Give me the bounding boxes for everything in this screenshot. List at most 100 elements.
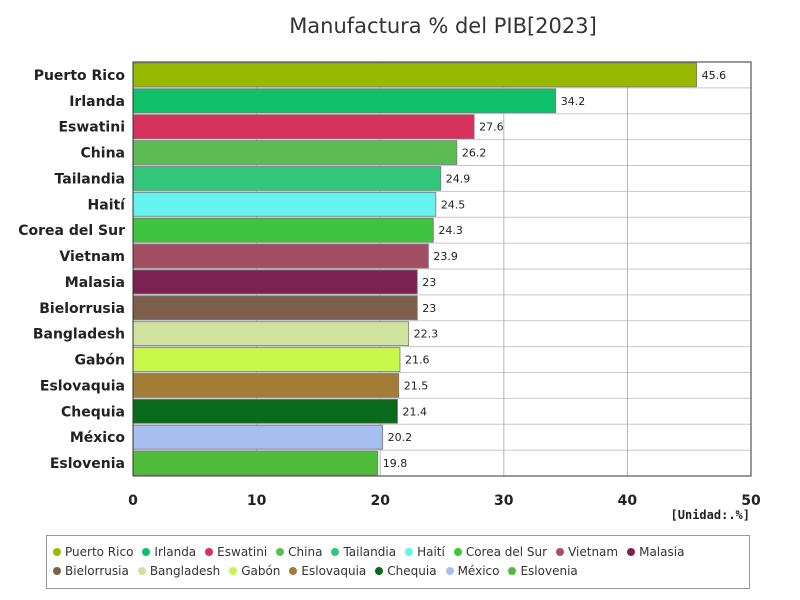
legend-swatch bbox=[142, 547, 151, 556]
legend-label: Irlanda bbox=[154, 544, 197, 559]
category-label: Eslovaquia bbox=[40, 378, 125, 394]
value-label: 20.2 bbox=[388, 431, 413, 444]
bar bbox=[132, 347, 401, 372]
value-label: 34.2 bbox=[561, 95, 586, 108]
x-tick-label: 50 bbox=[741, 493, 761, 509]
category-label: Eslovenia bbox=[50, 456, 125, 472]
legend-label: China bbox=[288, 544, 323, 559]
legend-item: Vietnam bbox=[556, 542, 618, 561]
value-label: 23 bbox=[422, 276, 436, 289]
bar bbox=[132, 373, 400, 398]
legend-label: Eslovaquia bbox=[301, 563, 367, 578]
value-label: 24.3 bbox=[438, 224, 463, 237]
legend-swatch bbox=[289, 566, 298, 575]
legend-item: Eslovaquia bbox=[289, 561, 366, 580]
legend-swatch bbox=[276, 547, 285, 556]
category-label: México bbox=[70, 430, 126, 446]
bar bbox=[132, 450, 379, 476]
category-label: Bielorrusia bbox=[39, 301, 125, 317]
legend-label: Vietnam bbox=[568, 544, 619, 559]
legend-swatch bbox=[445, 566, 454, 575]
value-label: 22.3 bbox=[414, 328, 439, 341]
legend-label: México bbox=[457, 563, 500, 578]
legend-label: Haití bbox=[417, 544, 445, 559]
legend-item: Irlanda bbox=[142, 542, 196, 561]
value-label: 27.6 bbox=[479, 121, 504, 134]
legend-label: Bielorrusia bbox=[65, 563, 129, 578]
legend-item: Corea del Sur bbox=[453, 542, 548, 561]
chart-title: Manufactura % del PIB[2023] bbox=[289, 14, 597, 38]
legend-item: Gabón bbox=[229, 561, 280, 580]
x-tick-label: 0 bbox=[128, 493, 138, 509]
legend-label: Tailandia bbox=[343, 544, 397, 559]
value-label: 19.8 bbox=[383, 457, 408, 470]
legend-item: Chequia bbox=[375, 561, 437, 580]
category-label: Corea del Sur bbox=[18, 223, 125, 239]
x-tick-label: 20 bbox=[370, 493, 390, 509]
value-label: 21.6 bbox=[405, 354, 430, 367]
legend-item: China bbox=[276, 542, 322, 561]
bar bbox=[132, 62, 698, 88]
legend-label: Bangladesh bbox=[149, 563, 221, 578]
value-label: 26.2 bbox=[462, 147, 487, 160]
bar bbox=[132, 217, 434, 243]
bar bbox=[132, 140, 458, 165]
legend-item: Bielorrusia bbox=[53, 561, 129, 580]
category-label: Puerto Rico bbox=[34, 68, 126, 84]
legend-item: Tailandia bbox=[331, 542, 396, 561]
legend-swatch bbox=[375, 566, 384, 575]
legend-label: Eswatini bbox=[217, 544, 268, 559]
legend-item: Eswatini bbox=[205, 542, 267, 561]
legend-label: Eslovenia bbox=[520, 563, 578, 578]
legend-swatch bbox=[556, 547, 565, 556]
category-label: Bangladesh bbox=[33, 327, 125, 343]
legend: Puerto Rico Irlanda Eswatini China Tailandia… bbox=[46, 535, 750, 589]
category-label: Tailandia bbox=[55, 171, 125, 187]
legend-swatch bbox=[137, 566, 146, 575]
category-label: Gabón bbox=[74, 353, 125, 369]
unit-label: [Unidad:.%] bbox=[670, 508, 750, 522]
category-label: China bbox=[81, 146, 125, 162]
bar bbox=[132, 88, 557, 114]
legend-item: Haití bbox=[405, 542, 445, 561]
plot-border bbox=[132, 61, 752, 477]
legend-swatch bbox=[205, 547, 214, 556]
legend-swatch bbox=[229, 566, 238, 575]
bar bbox=[132, 398, 398, 424]
value-label: 24.5 bbox=[441, 198, 466, 211]
legend-label: Corea del Sur bbox=[465, 544, 548, 559]
x-tick-label: 40 bbox=[618, 493, 638, 509]
legend-swatch bbox=[331, 547, 340, 556]
legend-label: Malasia bbox=[639, 544, 685, 559]
legend-item: Puerto Rico bbox=[53, 542, 133, 561]
legend-item: Eslovenia bbox=[508, 561, 578, 580]
x-tick-label: 10 bbox=[247, 493, 267, 509]
value-label: 21.5 bbox=[404, 379, 429, 392]
bar bbox=[132, 424, 384, 450]
value-label: 23.9 bbox=[433, 250, 458, 263]
bar bbox=[132, 269, 418, 295]
legend-label: Chequia bbox=[387, 563, 437, 578]
legend-item: Malasia bbox=[627, 542, 684, 561]
legend-swatch bbox=[508, 566, 517, 575]
legend-item: Bangladesh bbox=[137, 561, 221, 580]
legend-item: México bbox=[445, 561, 500, 580]
category-label: Chequia bbox=[61, 404, 125, 420]
value-label: 21.4 bbox=[403, 405, 428, 418]
bar bbox=[132, 321, 410, 347]
x-tick-label: 30 bbox=[494, 493, 514, 509]
legend-swatch bbox=[453, 547, 462, 556]
bar bbox=[132, 295, 418, 321]
legend-swatch bbox=[53, 566, 61, 575]
category-label: Malasia bbox=[65, 275, 125, 291]
legend-swatch bbox=[627, 547, 636, 556]
category-label: Haití bbox=[88, 197, 127, 213]
bar bbox=[132, 166, 442, 191]
bar bbox=[132, 114, 475, 140]
bar bbox=[132, 243, 429, 269]
value-label: 45.6 bbox=[702, 69, 727, 82]
legend-swatch bbox=[405, 547, 414, 556]
category-label: Vietnam bbox=[59, 249, 125, 265]
legend-label: Gabón bbox=[241, 563, 281, 578]
